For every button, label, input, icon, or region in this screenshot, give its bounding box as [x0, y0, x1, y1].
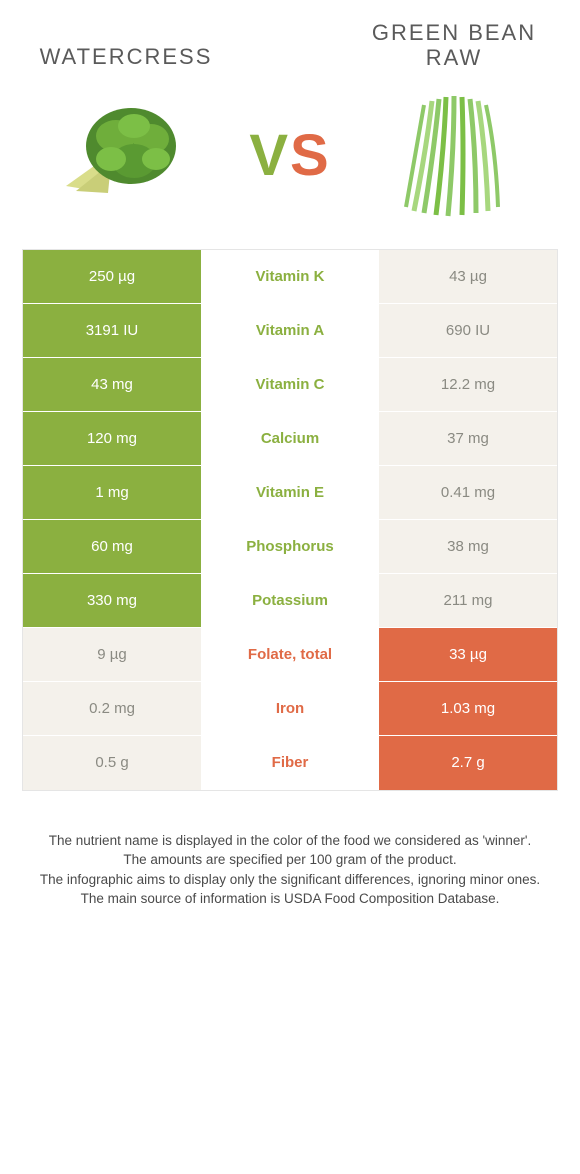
- value-left: 330 mg: [23, 574, 201, 627]
- nutrient-label: Potassium: [201, 574, 379, 627]
- nutrient-label: Phosphorus: [201, 520, 379, 573]
- header-titles: Watercress Green bean raw: [22, 20, 558, 71]
- table-row: 60 mgPhosphorus38 mg: [23, 520, 557, 574]
- value-right: 37 mg: [379, 412, 557, 465]
- nutrient-label: Fiber: [201, 736, 379, 790]
- footnote-4: The main source of information is USDA F…: [30, 889, 550, 909]
- value-right: 33 µg: [379, 628, 557, 681]
- value-left: 9 µg: [23, 628, 201, 681]
- value-left: 43 mg: [23, 358, 201, 411]
- comparison-table: 250 µgVitamin K43 µg3191 IUVitamin A690 …: [22, 249, 558, 791]
- value-left: 3191 IU: [23, 304, 201, 357]
- value-right: 0.41 mg: [379, 466, 557, 519]
- value-right: 38 mg: [379, 520, 557, 573]
- nutrient-label: Vitamin K: [201, 250, 379, 303]
- nutrient-label: Iron: [201, 682, 379, 735]
- title-right: Green bean raw: [350, 20, 558, 71]
- table-row: 9 µgFolate, total33 µg: [23, 628, 557, 682]
- value-right: 1.03 mg: [379, 682, 557, 735]
- value-left: 120 mg: [23, 412, 201, 465]
- footnote-3: The infographic aims to display only the…: [30, 870, 550, 890]
- value-right: 690 IU: [379, 304, 557, 357]
- vs-v: V: [249, 123, 290, 188]
- table-row: 0.5 gFiber2.7 g: [23, 736, 557, 790]
- greenbean-icon: [384, 91, 524, 221]
- nutrient-label: Vitamin A: [201, 304, 379, 357]
- table-row: 250 µgVitamin K43 µg: [23, 250, 557, 304]
- value-right: 2.7 g: [379, 736, 557, 790]
- nutrient-label: Vitamin E: [201, 466, 379, 519]
- nutrient-label: Calcium: [201, 412, 379, 465]
- footnote-2: The amounts are specified per 100 gram o…: [30, 850, 550, 870]
- table-row: 120 mgCalcium37 mg: [23, 412, 557, 466]
- table-row: 0.2 mgIron1.03 mg: [23, 682, 557, 736]
- nutrient-label: Folate, total: [201, 628, 379, 681]
- vs-label: VS: [230, 127, 350, 185]
- table-row: 43 mgVitamin C12.2 mg: [23, 358, 557, 412]
- greenbean-image: [350, 81, 558, 231]
- value-right: 43 µg: [379, 250, 557, 303]
- title-left: Watercress: [22, 20, 230, 69]
- value-left: 60 mg: [23, 520, 201, 573]
- value-left: 250 µg: [23, 250, 201, 303]
- watercress-icon: [56, 91, 196, 221]
- value-right: 211 mg: [379, 574, 557, 627]
- nutrient-label: Vitamin C: [201, 358, 379, 411]
- image-row: VS: [22, 81, 558, 231]
- value-right: 12.2 mg: [379, 358, 557, 411]
- footnote-1: The nutrient name is displayed in the co…: [30, 831, 550, 851]
- watercress-image: [22, 81, 230, 231]
- footnotes: The nutrient name is displayed in the co…: [22, 831, 558, 909]
- table-row: 1 mgVitamin E0.41 mg: [23, 466, 557, 520]
- value-left: 0.5 g: [23, 736, 201, 790]
- table-row: 3191 IUVitamin A690 IU: [23, 304, 557, 358]
- vs-s: S: [290, 123, 331, 188]
- table-row: 330 mgPotassium211 mg: [23, 574, 557, 628]
- value-left: 1 mg: [23, 466, 201, 519]
- value-left: 0.2 mg: [23, 682, 201, 735]
